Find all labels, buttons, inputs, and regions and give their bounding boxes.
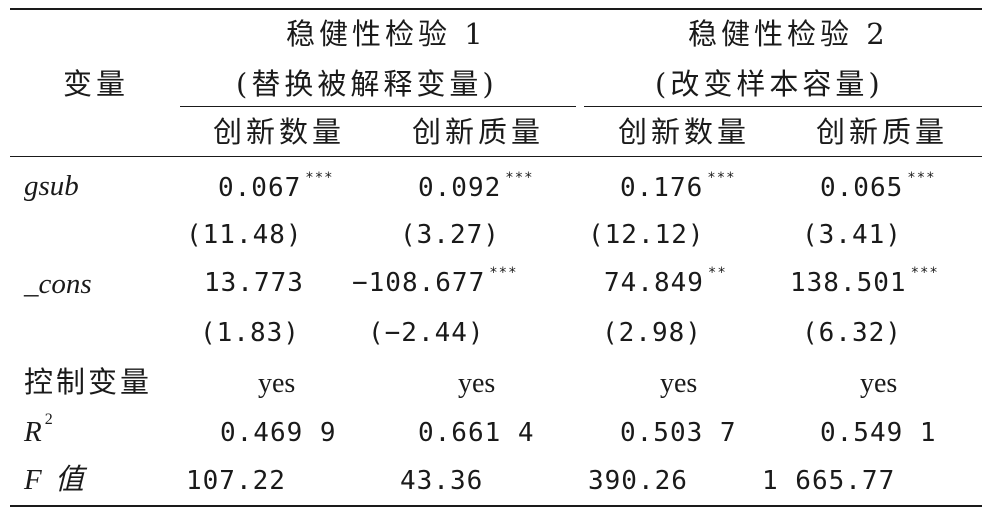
cons-t-4: (6.32) [802,318,902,348]
gsub-t-4: (3.41) [802,220,902,250]
gsub-coef-4: 0.065 *** [820,170,936,203]
controls-label: 控制变量 [24,365,153,399]
gsub-t-1: (11.48) [186,220,303,250]
cons-label: _cons [24,268,92,300]
controls-value-2: yes [458,368,496,399]
cons-coef-2: −108.677 *** [352,265,518,298]
f-value-3: 390.26 [588,466,688,496]
f-value-4: 1 665.77 [762,466,896,496]
header-bottom-rule [10,156,982,157]
cons-t-1: (1.83) [200,318,300,348]
group1-underline [180,106,576,107]
col3-header: 创新数量 [618,115,751,149]
f-value-1: 107.22 [186,466,286,496]
col4-header: 创新质量 [816,115,949,149]
r2-value-3: 0.503 7 [620,418,737,448]
cons-t-2: (−2.44) [368,318,485,348]
f-label: F 值 [24,464,87,496]
variable-header: 变量 [63,67,130,101]
top-rule [10,8,982,10]
gsub-coef-3: 0.176 *** [620,170,736,203]
col2-header: 创新质量 [412,115,545,149]
col1-header: 创新数量 [213,115,346,149]
bottom-rule [10,505,982,507]
gsub-coef-2: 0.092 *** [418,170,534,203]
group1-subtitle: (替换被解释变量) [236,67,498,101]
group1-title: 稳健性检验 1 [286,17,487,51]
cons-coef-3: 74.849 ** [604,265,727,298]
gsub-t-3: (12.12) [588,220,705,250]
group2-subtitle: (改变样本容量) [655,67,884,101]
controls-value-1: yes [258,368,296,399]
f-value-2: 43.36 [400,466,484,496]
cons-coef-1: 13.773 [204,268,304,298]
gsub-label: gsub [24,170,79,202]
cons-t-3: (2.98) [602,318,702,348]
r2-value-4: 0.549 1 [820,418,937,448]
r2-value-1: 0.469 9 [220,418,337,448]
cons-coef-4: 138.501 *** [790,265,939,298]
gsub-t-2: (3.27) [400,220,500,250]
group2-title: 稳健性检验 2 [688,17,889,51]
controls-value-3: yes [660,368,698,399]
controls-value-4: yes [860,368,898,399]
group2-underline [584,106,982,107]
gsub-coef-1: 0.067 *** [218,170,334,203]
r2-value-2: 0.661 4 [418,418,535,448]
